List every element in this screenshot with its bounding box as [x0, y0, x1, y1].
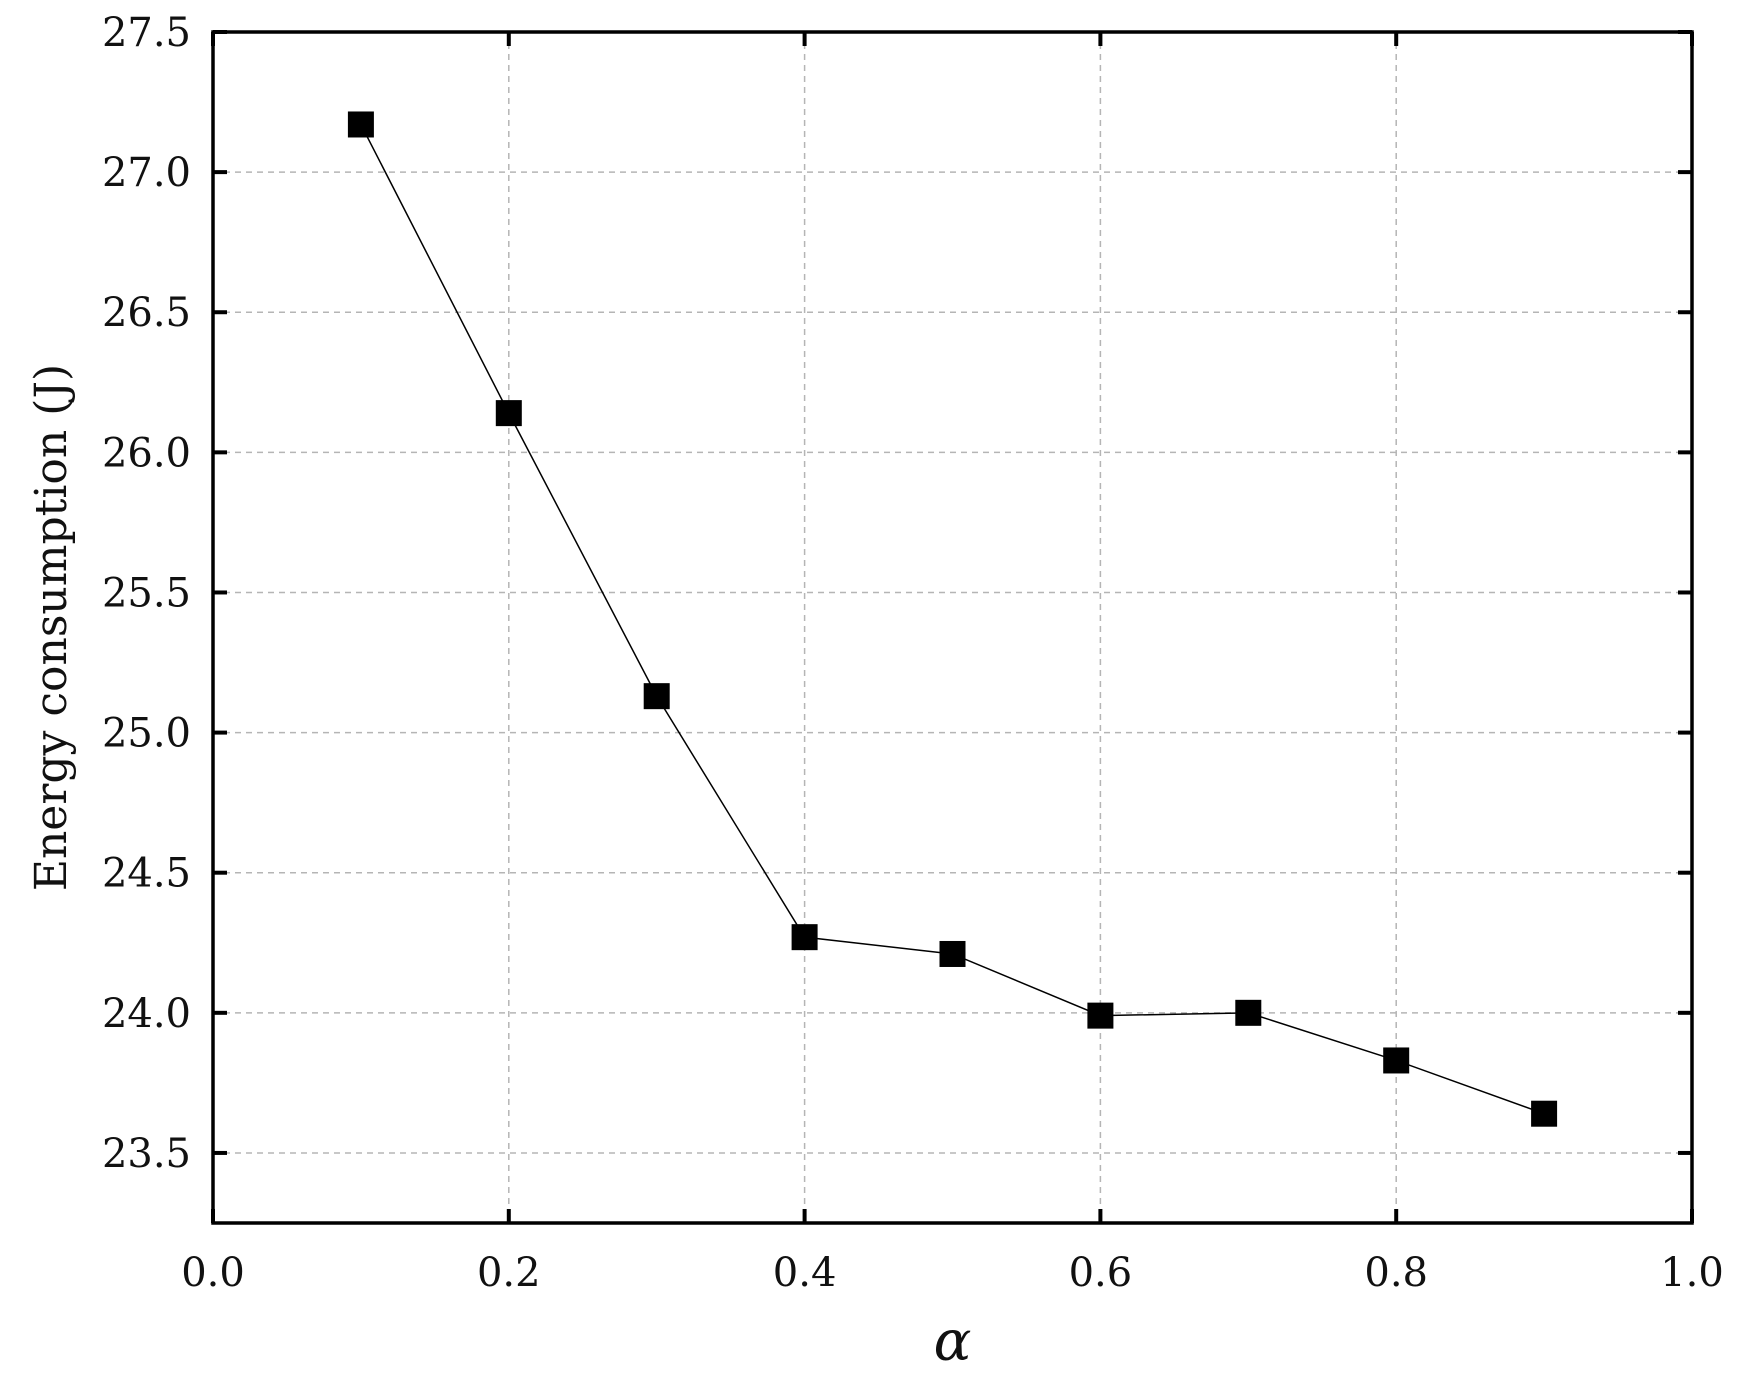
x-tick-label: 1.0: [1660, 1250, 1724, 1296]
y-tick-label: 26.0: [102, 430, 191, 476]
data-point: [1235, 999, 1262, 1026]
y-tick-label: 23.5: [102, 1131, 191, 1177]
y-tick-label: 26.5: [102, 290, 191, 336]
y-tick-label: 24.5: [102, 851, 191, 897]
data-point: [791, 924, 818, 951]
grid-lines: [213, 32, 1692, 1223]
data-point: [495, 400, 522, 427]
y-tick-label: 27.5: [102, 10, 191, 56]
data-point: [1087, 1002, 1114, 1029]
y-tick-labels: 23.5 24.0 24.5 25.0 25.5 26.0 26.5 27.0 27.5: [102, 10, 191, 1177]
x-tick-label: 0.0: [181, 1250, 245, 1296]
data-point: [347, 111, 374, 138]
x-axis-label: α: [934, 1309, 972, 1374]
y-axis-label: Energy consumption (J): [26, 364, 77, 891]
y-tick-label: 25.5: [102, 570, 191, 616]
y-tick-label: 25.0: [102, 711, 191, 757]
y-tick-label: 24.0: [102, 991, 191, 1037]
plot-frame: [211, 30, 1694, 1225]
data-point: [1383, 1047, 1410, 1074]
tick-marks: [211, 30, 1694, 1223]
data-series: [347, 111, 1558, 1127]
data-point: [643, 683, 670, 710]
y-tick-label: 27.0: [102, 150, 191, 196]
x-tick-label: 0.6: [1069, 1250, 1133, 1296]
x-tick-label: 0.2: [477, 1250, 541, 1296]
data-point: [939, 940, 966, 967]
data-point: [1531, 1100, 1558, 1127]
x-tick-labels: 0.0 0.2 0.4 0.6 0.8 1.0: [181, 1250, 1724, 1296]
x-tick-label: 0.4: [773, 1250, 837, 1296]
x-tick-label: 0.8: [1364, 1250, 1428, 1296]
